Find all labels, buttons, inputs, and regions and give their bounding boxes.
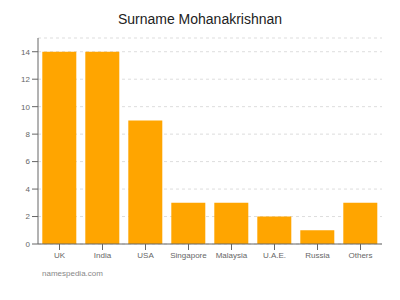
svg-text:Russia: Russia bbox=[305, 251, 330, 260]
svg-text:10: 10 bbox=[21, 103, 30, 112]
svg-text:8: 8 bbox=[26, 130, 31, 139]
svg-text:12: 12 bbox=[21, 75, 30, 84]
svg-text:U.A.E.: U.A.E. bbox=[263, 251, 286, 260]
html-text:namespedia.com: namespedia.com bbox=[42, 269, 103, 278]
svg-text:4: 4 bbox=[26, 185, 31, 194]
svg-text:India: India bbox=[94, 251, 112, 260]
svg-text:UK: UK bbox=[54, 251, 66, 260]
svg-text:Others: Others bbox=[348, 251, 372, 260]
svg-text:14: 14 bbox=[21, 48, 30, 57]
svg-text:2: 2 bbox=[26, 212, 31, 221]
svg-text:Malaysia: Malaysia bbox=[216, 251, 248, 260]
svg-text:Singapore: Singapore bbox=[170, 251, 207, 260]
svg-text:6: 6 bbox=[26, 157, 31, 166]
svg-text:USA: USA bbox=[137, 251, 154, 260]
svg-text:0: 0 bbox=[26, 240, 31, 249]
html-text:Surname Mohanakrishnan: Surname Mohanakrishnan bbox=[117, 11, 283, 27]
